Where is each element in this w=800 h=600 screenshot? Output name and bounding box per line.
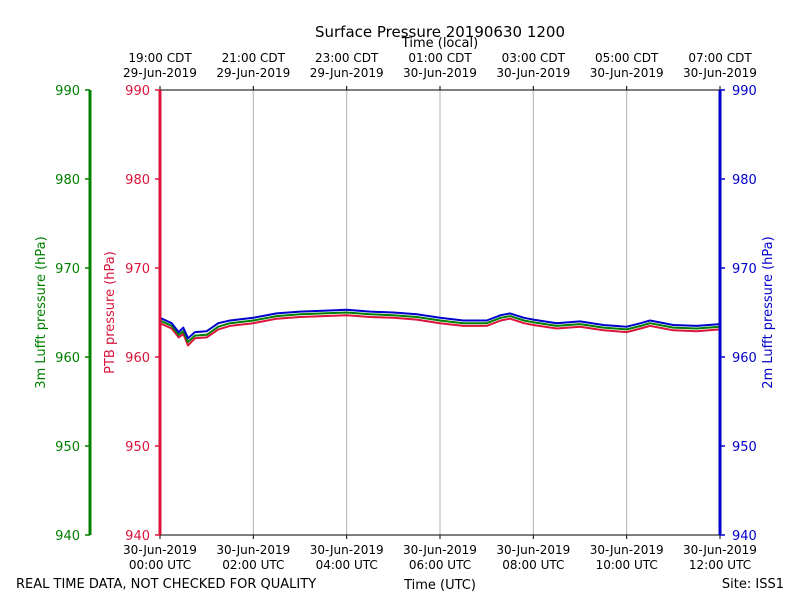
top-tick-label-time: 23:00 CDT [315,51,379,65]
ptb-series-line [159,314,721,347]
x-tick-label-time: 10:00 UTC [596,558,658,572]
gridlines [252,90,628,535]
series-lines [159,308,721,347]
lufft3m-series-line [159,311,721,343]
lufft3m-y-tick-label: 990 [55,84,80,99]
x-tick-label-date: 30-Jun-2019 [123,543,197,557]
lufft3m-y-tick-label: 950 [55,440,80,455]
x-tick-label-date: 30-Jun-2019 [216,543,290,557]
lufft2m-y-tick-label: 980 [732,173,757,188]
ptb-y-tick-label: 960 [125,351,150,366]
lufft2m-axis-title: 2m Lufft pressure (hPa) [761,236,776,388]
x-tick-label-time: 12:00 UTC [689,558,751,572]
ptb-y-tick-label: 990 [125,84,150,99]
top-tick-label-time: 07:00 CDT [688,51,752,65]
lufft3m-y-tick-label: 970 [55,262,80,277]
top-tick-label-time: 19:00 CDT [128,51,192,65]
lufft2m-y-tick-label: 990 [732,84,757,99]
top-tick-label-date: 30-Jun-2019 [590,66,664,80]
chart-title: Surface Pressure 20190630 1200 [315,23,565,41]
top-tick-label-time: 21:00 CDT [222,51,286,65]
top-axis-label: Time (local) [401,36,478,51]
x-tick-label-date: 30-Jun-2019 [683,543,757,557]
x-tick-label-time: 00:00 UTC [129,558,191,572]
ptb-y-tick-label: 980 [125,173,150,188]
ptb-y-tick-label: 940 [125,529,150,544]
x-tick-label-time: 06:00 UTC [409,558,471,572]
lufft2m-series-line [159,308,721,340]
lufft3m-y-tick-label: 940 [55,529,80,544]
x-tick-label-date: 30-Jun-2019 [403,543,477,557]
x-tick-label-date: 30-Jun-2019 [310,543,384,557]
top-tick-label-date: 30-Jun-2019 [496,66,570,80]
lufft2m-y-tick-label: 970 [732,262,757,277]
top-tick-label-time: 01:00 CDT [408,51,472,65]
top-tick-label-date: 29-Jun-2019 [310,66,384,80]
lufft3m-y-tick-label: 960 [55,351,80,366]
lufft2m-y-tick-label: 950 [732,440,757,455]
ptb-y-tick-label: 950 [125,440,150,455]
x-tick-label-time: 08:00 UTC [502,558,564,572]
x-tick-label-date: 30-Jun-2019 [590,543,664,557]
x-tick-label-time: 04:00 UTC [316,558,378,572]
ptb-y-tick-label: 970 [125,262,150,277]
top-tick-label-date: 29-Jun-2019 [123,66,197,80]
lufft3m-y-tick-label: 980 [55,173,80,188]
top-tick-label-date: 29-Jun-2019 [216,66,290,80]
site-label: Site: ISS1 [722,577,784,592]
quality-disclaimer: REAL TIME DATA, NOT CHECKED FOR QUALITY [16,577,316,592]
top-tick-label-time: 03:00 CDT [502,51,566,65]
lufft3m-axis-title: 3m Lufft pressure (hPa) [34,236,49,388]
lufft2m-y-tick-label: 940 [732,529,757,544]
x-axis-label: Time (UTC) [403,578,476,593]
x-tick-label-date: 30-Jun-2019 [496,543,570,557]
ptb-axis-title: PTB pressure (hPa) [103,251,118,374]
top-tick-label-date: 30-Jun-2019 [403,66,477,80]
top-tick-label-date: 30-Jun-2019 [683,66,757,80]
lufft2m-y-tick-label: 960 [732,351,757,366]
x-tick-label-time: 02:00 UTC [222,558,284,572]
top-tick-label-time: 05:00 CDT [595,51,659,65]
